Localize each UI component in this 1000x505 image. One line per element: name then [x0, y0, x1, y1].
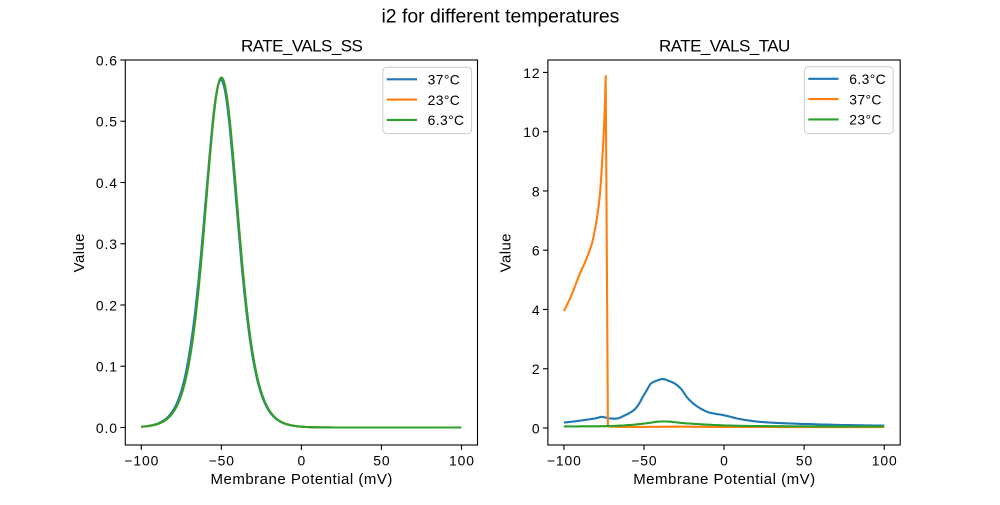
svg-text:Membrane Potential (mV): Membrane Potential (mV) [633, 471, 815, 488]
svg-text:37°C: 37°C [849, 91, 882, 107]
svg-text:−50: −50 [631, 452, 657, 468]
svg-text:0.4: 0.4 [96, 175, 118, 191]
svg-text:0.2: 0.2 [96, 297, 118, 313]
svg-text:−50: −50 [209, 452, 235, 468]
svg-text:−100: −100 [124, 452, 159, 468]
svg-text:8: 8 [532, 183, 541, 199]
svg-text:100: 100 [449, 452, 475, 468]
svg-text:0.1: 0.1 [96, 359, 118, 375]
svg-text:0.3: 0.3 [96, 236, 118, 252]
svg-text:Value: Value [498, 233, 515, 272]
svg-text:0.6: 0.6 [96, 52, 118, 68]
svg-text:6.3°C: 6.3°C [428, 112, 465, 128]
svg-text:0: 0 [720, 452, 729, 468]
svg-text:50: 50 [373, 452, 390, 468]
svg-text:0: 0 [532, 420, 541, 436]
svg-text:Membrane Potential (mV): Membrane Potential (mV) [210, 471, 392, 488]
svg-text:0.5: 0.5 [96, 114, 118, 130]
svg-text:2: 2 [532, 361, 541, 377]
svg-text:0: 0 [298, 452, 307, 468]
svg-text:RATE_VALS_TAU: RATE_VALS_TAU [659, 36, 790, 55]
svg-text:6: 6 [532, 243, 541, 259]
svg-text:i2 for different temperatures: i2 for different temperatures [381, 5, 619, 27]
svg-text:RATE_VALS_SS: RATE_VALS_SS [241, 36, 362, 55]
svg-text:0.0: 0.0 [96, 420, 118, 436]
svg-text:37°C: 37°C [428, 72, 461, 88]
svg-text:Value: Value [71, 233, 88, 272]
svg-text:50: 50 [796, 452, 813, 468]
svg-text:−100: −100 [547, 452, 582, 468]
svg-text:4: 4 [532, 302, 541, 318]
svg-text:6.3°C: 6.3°C [849, 71, 886, 87]
svg-text:23°C: 23°C [428, 92, 461, 108]
svg-text:23°C: 23°C [849, 112, 882, 128]
svg-text:10: 10 [523, 124, 540, 140]
svg-text:100: 100 [872, 452, 898, 468]
svg-text:12: 12 [523, 65, 540, 81]
